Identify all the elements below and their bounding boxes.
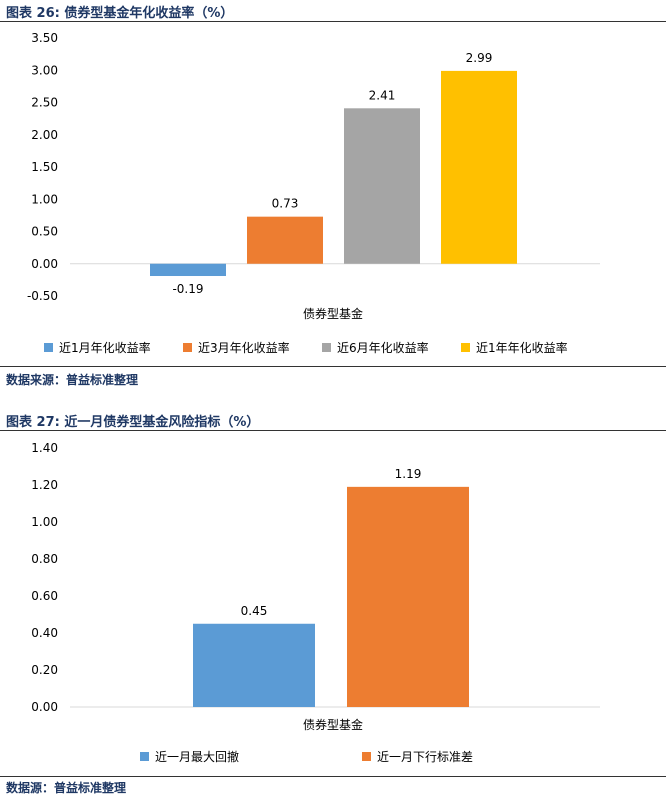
y-tick-label: 0.40 bbox=[31, 626, 58, 640]
legend-label: 近6月年化收益率 bbox=[337, 340, 429, 355]
y-tick-label: 1.00 bbox=[31, 515, 58, 529]
legend-label: 近1月年化收益率 bbox=[59, 340, 151, 355]
figure-26-chart: 3.50 3.00 2.50 2.00 1.50 1.00 0.50 0.00 -0.50 -0.… bbox=[27, 31, 600, 355]
y-tick-label: 0.80 bbox=[31, 552, 58, 566]
figure-27-source: 数据源：普益标准整理 bbox=[6, 781, 127, 795]
legend-label: 近一月下行标准差 bbox=[377, 750, 473, 764]
y-tick-label: 1.50 bbox=[31, 160, 58, 174]
y-tick-label: 0.50 bbox=[31, 225, 58, 239]
bar-1 bbox=[150, 263, 226, 277]
y-tick-label: 3.00 bbox=[31, 63, 58, 77]
figure-26-bottom-rule bbox=[0, 366, 666, 367]
y-tick-label: 0.60 bbox=[31, 589, 58, 603]
legend-label: 近一月最大回撤 bbox=[155, 749, 239, 764]
category-label: 债券型基金 bbox=[303, 306, 363, 321]
legend-swatch bbox=[44, 343, 53, 352]
figure-26-top-rule bbox=[0, 21, 666, 22]
legend-swatch bbox=[461, 343, 470, 352]
bar-4 bbox=[441, 70, 517, 264]
y-tick-label: 1.20 bbox=[31, 478, 58, 492]
y-tick-label: 0.00 bbox=[31, 257, 58, 271]
legend-swatch bbox=[183, 343, 192, 352]
data-label: -0.19 bbox=[172, 282, 203, 296]
legend-swatch bbox=[140, 752, 149, 761]
data-label: 1.19 bbox=[395, 467, 422, 481]
legend-swatch bbox=[322, 343, 331, 352]
bar-2 bbox=[347, 486, 469, 707]
category-label: 债券型基金 bbox=[303, 717, 363, 732]
y-tick-label: -0.50 bbox=[27, 289, 58, 303]
data-label: 0.45 bbox=[241, 604, 268, 618]
y-tick-label: 0.00 bbox=[31, 700, 58, 714]
y-tick-label: 1.40 bbox=[31, 441, 58, 455]
figure-26-source: 数据来源：普益标准整理 bbox=[6, 373, 139, 387]
y-tick-label: 2.50 bbox=[31, 96, 58, 110]
y-tick-label: 0.20 bbox=[31, 663, 58, 677]
y-tick-label: 1.00 bbox=[31, 192, 58, 206]
y-tick-label: 3.50 bbox=[31, 31, 58, 45]
legend-label: 近1年年化收益率 bbox=[476, 340, 568, 355]
figure-27-top-rule bbox=[0, 430, 666, 431]
data-label: 2.41 bbox=[369, 88, 396, 102]
bar-1 bbox=[193, 623, 315, 707]
figure-27-chart: 1.40 1.20 1.00 0.80 0.60 0.40 0.20 0.00 0.45 1.19… bbox=[31, 441, 600, 764]
legend-label: 近3月年化收益率 bbox=[198, 340, 290, 355]
y-tick-label: 2.00 bbox=[31, 128, 58, 142]
legend-swatch bbox=[362, 752, 371, 761]
figure-27-title: 图表 27: 近一月债券型基金风险指标（%） bbox=[6, 415, 260, 430]
data-label: 2.99 bbox=[466, 51, 493, 65]
data-label: 0.73 bbox=[272, 197, 299, 211]
figure-27-bottom-rule bbox=[0, 776, 666, 777]
bar-2 bbox=[247, 216, 323, 264]
bar-3 bbox=[344, 108, 420, 264]
figure-26-title: 图表 26: 债券型基金年化收益率（%） bbox=[6, 6, 234, 21]
